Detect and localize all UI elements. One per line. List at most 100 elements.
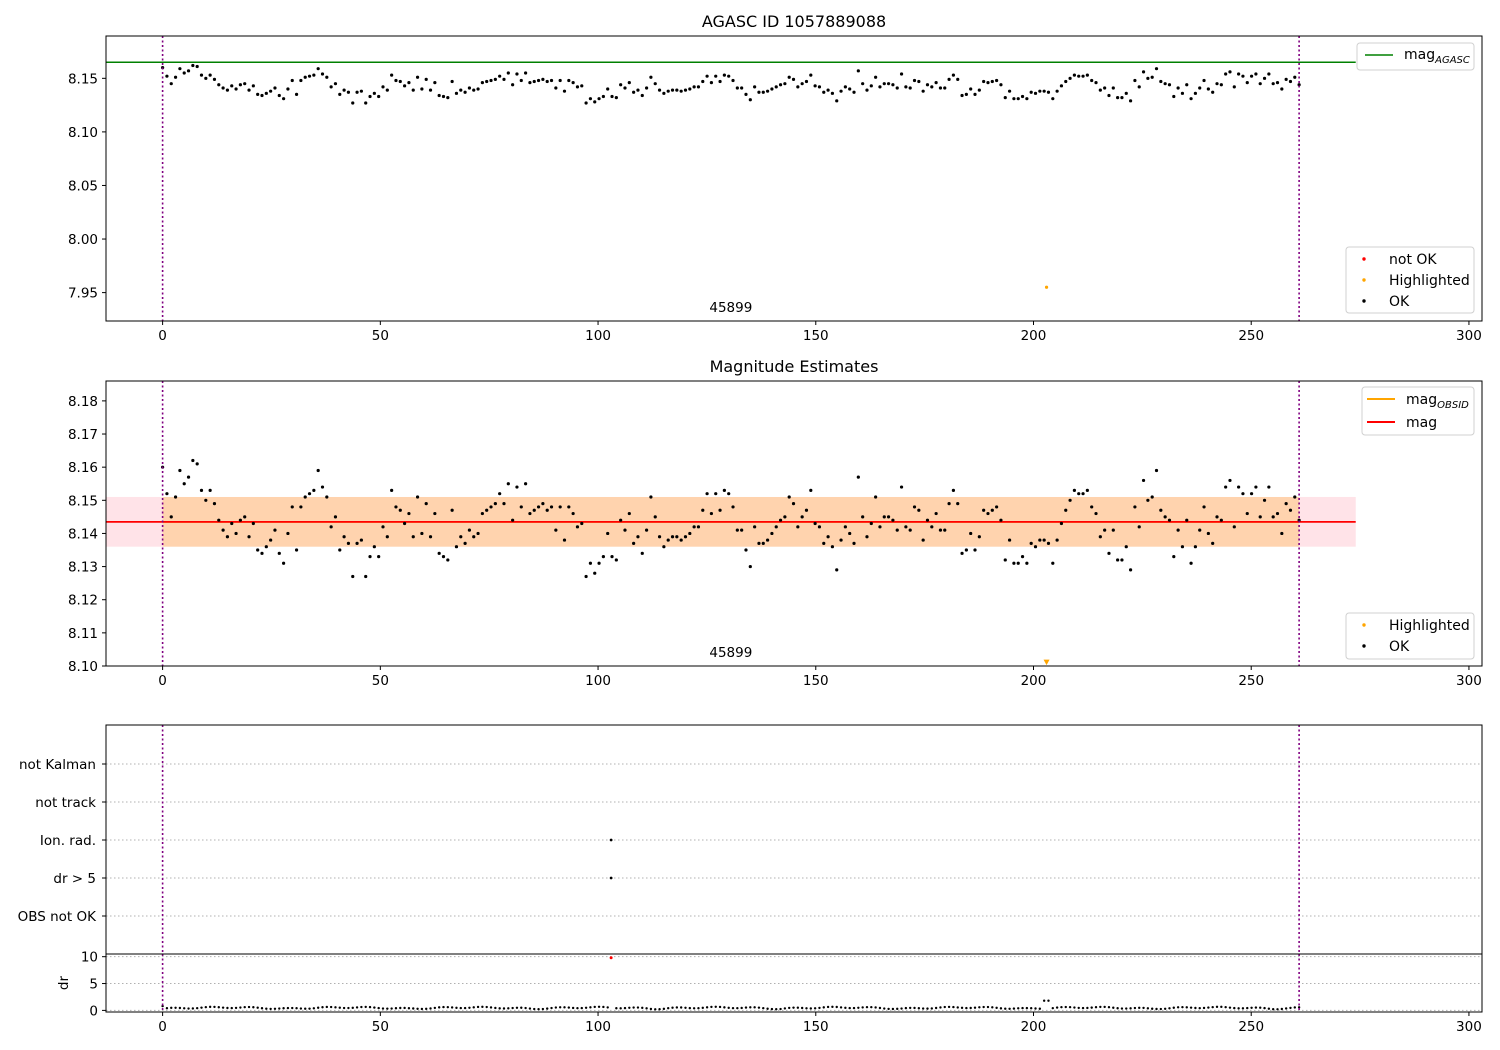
ok-point [692, 85, 696, 89]
ok-point [532, 79, 536, 84]
panel1-title: AGASC ID 1057889088 [702, 12, 886, 31]
ok-point [1025, 97, 1029, 101]
ok-point [856, 475, 860, 479]
ok-point [299, 505, 303, 509]
ok-point [1249, 492, 1254, 496]
ok-point [1111, 86, 1115, 90]
ok-point [342, 88, 346, 92]
flag-point [609, 838, 613, 842]
ok-point [303, 495, 307, 499]
dr-point [1120, 1007, 1124, 1010]
ok-point [1288, 79, 1293, 84]
dr-point [662, 1007, 666, 1011]
ok-point [943, 86, 947, 90]
ok-point [1007, 89, 1012, 93]
dr-point [602, 1005, 605, 1009]
ok-point [282, 561, 286, 565]
ok-point [519, 78, 523, 83]
ok-point [238, 518, 242, 522]
ok-point [191, 458, 195, 463]
panel2-title: Magnitude Estimates [710, 357, 879, 376]
ok-point [1128, 99, 1133, 103]
ok-point [1193, 91, 1198, 95]
ok-point [225, 88, 230, 92]
ok-point [247, 535, 251, 539]
legend-label-1: Highlighted [1389, 273, 1470, 289]
dr-point [597, 1005, 601, 1008]
dr-point [1008, 1007, 1011, 1010]
ok-point [1167, 518, 1172, 522]
flag-label: not Kalman [19, 757, 96, 773]
ok-point [238, 83, 242, 87]
dr-point [200, 1006, 203, 1009]
dr-point [1146, 1007, 1150, 1010]
dr-point [1250, 1006, 1253, 1009]
ok-point [1180, 91, 1185, 95]
ok-point [938, 528, 943, 532]
ok-point [675, 88, 679, 92]
ok-point [969, 87, 973, 91]
ok-point [1146, 76, 1150, 80]
dr-point [947, 1005, 951, 1009]
ok-point [385, 535, 389, 539]
ok-point [575, 85, 580, 89]
ok-point [1206, 87, 1210, 91]
ok-point [217, 518, 221, 522]
ok-point [333, 82, 338, 86]
ok-point [1245, 511, 1249, 516]
ok-point [1133, 505, 1137, 509]
ok-point [247, 88, 251, 92]
ok-point [614, 558, 618, 562]
dr-point [286, 1006, 290, 1010]
dr-point [187, 1007, 190, 1010]
ok-point [882, 82, 886, 86]
ok-point [1267, 72, 1271, 76]
dr-point [692, 1007, 696, 1010]
dr-point [476, 1005, 480, 1009]
ok-point [1271, 515, 1275, 519]
ok-point [256, 548, 260, 552]
dr-point [576, 1006, 579, 1010]
dr-point [813, 1007, 817, 1010]
panel1-frame [105, 35, 1483, 322]
ok-point [467, 528, 472, 532]
ok-point [1245, 81, 1249, 85]
ok-point [761, 90, 765, 94]
dr-point [926, 1007, 929, 1010]
ok-point [1090, 505, 1094, 509]
ok-point [1012, 97, 1016, 101]
ok-point [895, 86, 899, 90]
dr-point [304, 1007, 307, 1010]
ok-point [441, 555, 446, 559]
ok-point [549, 505, 554, 509]
ok-point [757, 90, 761, 94]
ok-point [472, 88, 476, 92]
ok-point [714, 74, 718, 78]
ok-point [696, 525, 701, 529]
ok-point [1241, 492, 1245, 496]
ok-point [1180, 545, 1185, 549]
ok-point [1237, 485, 1241, 489]
ok-point [1254, 72, 1258, 76]
ok-point [908, 528, 912, 532]
ok-point [796, 85, 800, 89]
legend-mag-agasc-label-subscript: AGASC [1434, 55, 1470, 66]
ok-point [1059, 84, 1064, 88]
ok-point [394, 505, 398, 509]
legend-mag-agasc-label-text: mag [1404, 47, 1435, 63]
ok-point [960, 551, 964, 555]
ok-point [1167, 83, 1172, 87]
ok-point [912, 505, 917, 509]
dr-point [749, 1006, 752, 1009]
ok-point [1020, 94, 1025, 99]
dr-point [783, 1007, 787, 1010]
ok-point [593, 571, 597, 575]
dr-point [420, 1007, 424, 1011]
ok-point [407, 81, 411, 85]
panel1-x-tick-label: 50 [372, 328, 389, 344]
panel4-ylabel: dr [56, 975, 72, 990]
ok-point [735, 528, 739, 532]
ok-point [377, 555, 381, 559]
panel2-x-tick-label: 100 [585, 673, 611, 689]
ok-point [960, 93, 964, 98]
